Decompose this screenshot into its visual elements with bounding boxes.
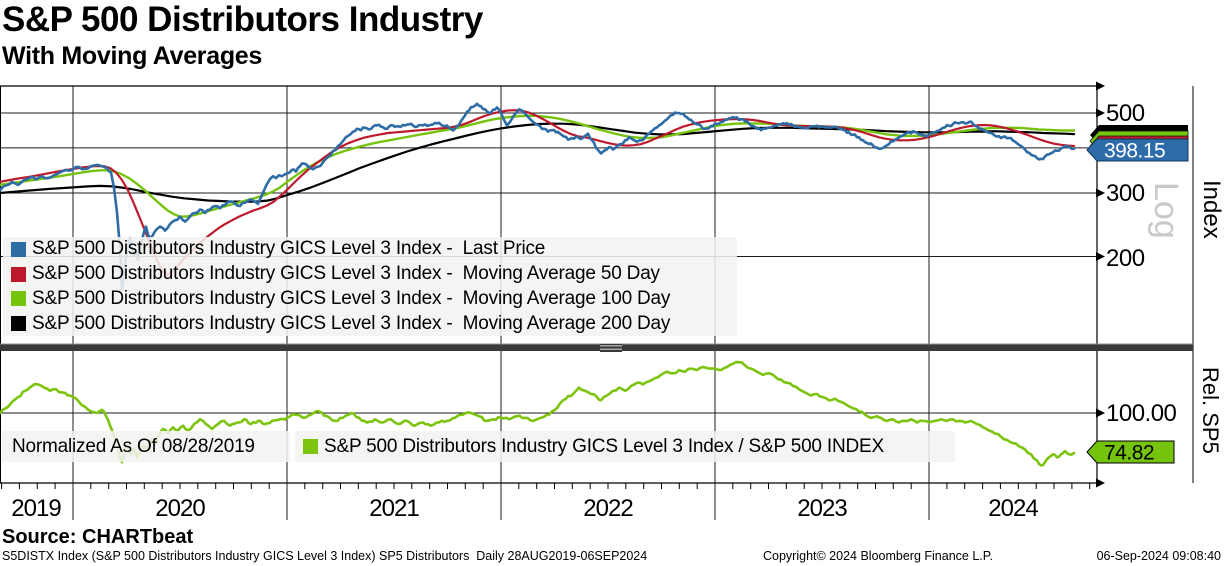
timestamp: 06-Sep-2024 09:08:40 [1096,549,1221,563]
last-price-swatch-icon [11,241,26,257]
normalized-note: Normalized As Of 08/28/2019 [2,431,290,462]
x-tick-2019: 2019 [11,495,61,522]
legend-item-last-price[interactable]: S&P 500 Distributors Industry GICS Level… [3,237,737,262]
panel-divider [0,343,1193,351]
source-line: Source: CHARTbeat [2,526,194,548]
series-moving-average-200-day [0,122,1076,203]
legend-item-ma100[interactable]: S&P 500 Distributors Industry GICS Level… [3,287,737,312]
legend-item-ratio[interactable]: S&P 500 Distributors Industry GICS Level… [295,431,955,462]
x-tick-2023: 2023 [797,495,847,522]
legend-item-label: S&P 500 Distributors Industry GICS Level… [32,263,660,285]
ma100-swatch-icon [11,291,26,307]
ma200-swatch-icon [11,316,26,332]
log-scale-label[interactable]: Log [1147,182,1185,239]
x-tick-2022: 2022 [583,495,633,522]
security-description: S5DISTX Index (S&P 500 Distributors Indu… [2,549,648,563]
legend-item-label: S&P 500 Distributors Industry GICS Level… [32,287,671,309]
copyright: Copyright© 2024 Bloomberg Finance L.P. [763,549,993,563]
page-subtitle: With Moving Averages [2,42,263,70]
y-tick-200: 200 [1106,245,1145,272]
price-badges: 398.15 74.82 [1086,125,1189,465]
page-title: S&P 500 Distributors Industry [2,0,483,39]
panel-resize-handle[interactable] [600,344,622,352]
legend-item-label: S&P 500 Distributors Industry GICS Level… [32,312,671,334]
top-legend: S&P 500 Distributors Industry GICS Level… [3,237,737,336]
y-tick-100: 100.00 [1106,400,1177,427]
x-tick-2021: 2021 [369,495,419,522]
y-tick-300: 300 [1106,180,1145,207]
last-price-value: 398.15 [1104,140,1165,163]
series-last-price [0,102,1076,291]
ratio-swatch-icon [303,439,318,454]
legend-item-ma200[interactable]: S&P 500 Distributors Industry GICS Level… [3,311,737,336]
ratio-badge [1086,440,1175,464]
index-axis-title: Index [1198,180,1224,239]
ratio-value: 74.82 [1104,442,1154,465]
legend-item-label: S&P 500 Distributors Industry GICS Level… [32,238,546,260]
last-price-badge [1086,138,1189,162]
y-tick-500: 500 [1106,100,1145,127]
series-group [0,102,1076,291]
relsp5-axis-title: Rel. SP5 [1198,367,1223,454]
ma50-swatch-icon [11,266,26,282]
x-tick-2024: 2024 [988,495,1038,522]
legend-item-ma50[interactable]: S&P 500 Distributors Industry GICS Level… [3,262,737,287]
x-tick-2020: 2020 [155,495,205,522]
series-moving-average-100-day [0,114,1076,218]
legend-item-label: S&P 500 Distributors Industry GICS Level… [324,435,884,457]
